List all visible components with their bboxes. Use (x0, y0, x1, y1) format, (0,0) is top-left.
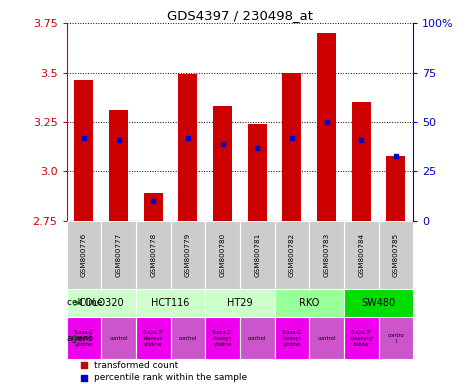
Text: GSM800779: GSM800779 (185, 233, 191, 277)
Text: control: control (248, 336, 266, 341)
Bar (101, 221, 136, 289)
Bar (136, 317, 171, 359)
Bar (344, 289, 413, 317)
Text: GSM800783: GSM800783 (323, 233, 330, 277)
Text: agent: agent (67, 334, 93, 343)
Text: GSM800778: GSM800778 (150, 233, 156, 277)
Text: transformed count: transformed count (94, 361, 179, 370)
Bar (282, 73, 302, 221)
Text: cell line: cell line (67, 298, 102, 308)
Bar (275, 221, 309, 289)
Bar (240, 221, 275, 289)
Bar (275, 289, 344, 317)
Bar (101, 317, 136, 359)
Text: 5-aza-2'
-deoxyc
ytidine: 5-aza-2' -deoxyc ytidine (73, 330, 95, 347)
Bar (171, 317, 205, 359)
Bar (275, 317, 309, 359)
Bar (136, 221, 171, 289)
Bar (247, 124, 267, 221)
Text: control: control (317, 336, 336, 341)
Bar (178, 74, 198, 221)
Text: percentile rank within the sample: percentile rank within the sample (94, 373, 247, 382)
Bar (205, 221, 240, 289)
Bar (379, 221, 413, 289)
Text: 5-aza-2'
-deoxyc
ytidine: 5-aza-2' -deoxyc ytidine (281, 330, 303, 347)
Text: contro
l: contro l (388, 333, 404, 344)
Text: HCT116: HCT116 (152, 298, 190, 308)
Bar (309, 317, 344, 359)
Bar (205, 289, 275, 317)
Bar (74, 80, 94, 221)
Bar (171, 221, 205, 289)
Bar (109, 110, 128, 221)
Text: RKO: RKO (299, 298, 319, 308)
Text: 5-aza-2'
-deoxyc
ytidine: 5-aza-2' -deoxyc ytidine (142, 330, 164, 347)
Bar (66, 289, 136, 317)
Text: HT29: HT29 (227, 298, 253, 308)
Text: SW480: SW480 (361, 298, 396, 308)
Bar (213, 106, 232, 221)
Bar (309, 221, 344, 289)
Bar (386, 156, 406, 221)
Bar (136, 289, 205, 317)
Bar (317, 33, 336, 221)
Text: GSM800785: GSM800785 (393, 233, 399, 277)
Text: control: control (109, 336, 128, 341)
Title: GDS4397 / 230498_at: GDS4397 / 230498_at (167, 9, 313, 22)
Text: COLO320: COLO320 (78, 298, 124, 308)
Bar (240, 317, 275, 359)
Text: control: control (179, 336, 197, 341)
Bar (66, 317, 101, 359)
Text: GSM800776: GSM800776 (81, 233, 87, 277)
Text: GSM800781: GSM800781 (254, 233, 260, 277)
Bar (352, 102, 371, 221)
Bar (66, 221, 101, 289)
Bar (344, 317, 379, 359)
Text: GSM800777: GSM800777 (115, 233, 122, 277)
Bar (379, 317, 413, 359)
Text: GSM800780: GSM800780 (219, 233, 226, 277)
Bar (344, 221, 379, 289)
Text: 5-aza-2'
-deoxyc
ytidine: 5-aza-2' -deoxyc ytidine (212, 330, 233, 347)
Bar (143, 193, 163, 221)
Bar (205, 317, 240, 359)
Text: 5-aza-2'
-deoxycy
tidine: 5-aza-2' -deoxycy tidine (350, 330, 373, 347)
Text: GSM800784: GSM800784 (358, 233, 364, 277)
Text: GSM800782: GSM800782 (289, 233, 295, 277)
